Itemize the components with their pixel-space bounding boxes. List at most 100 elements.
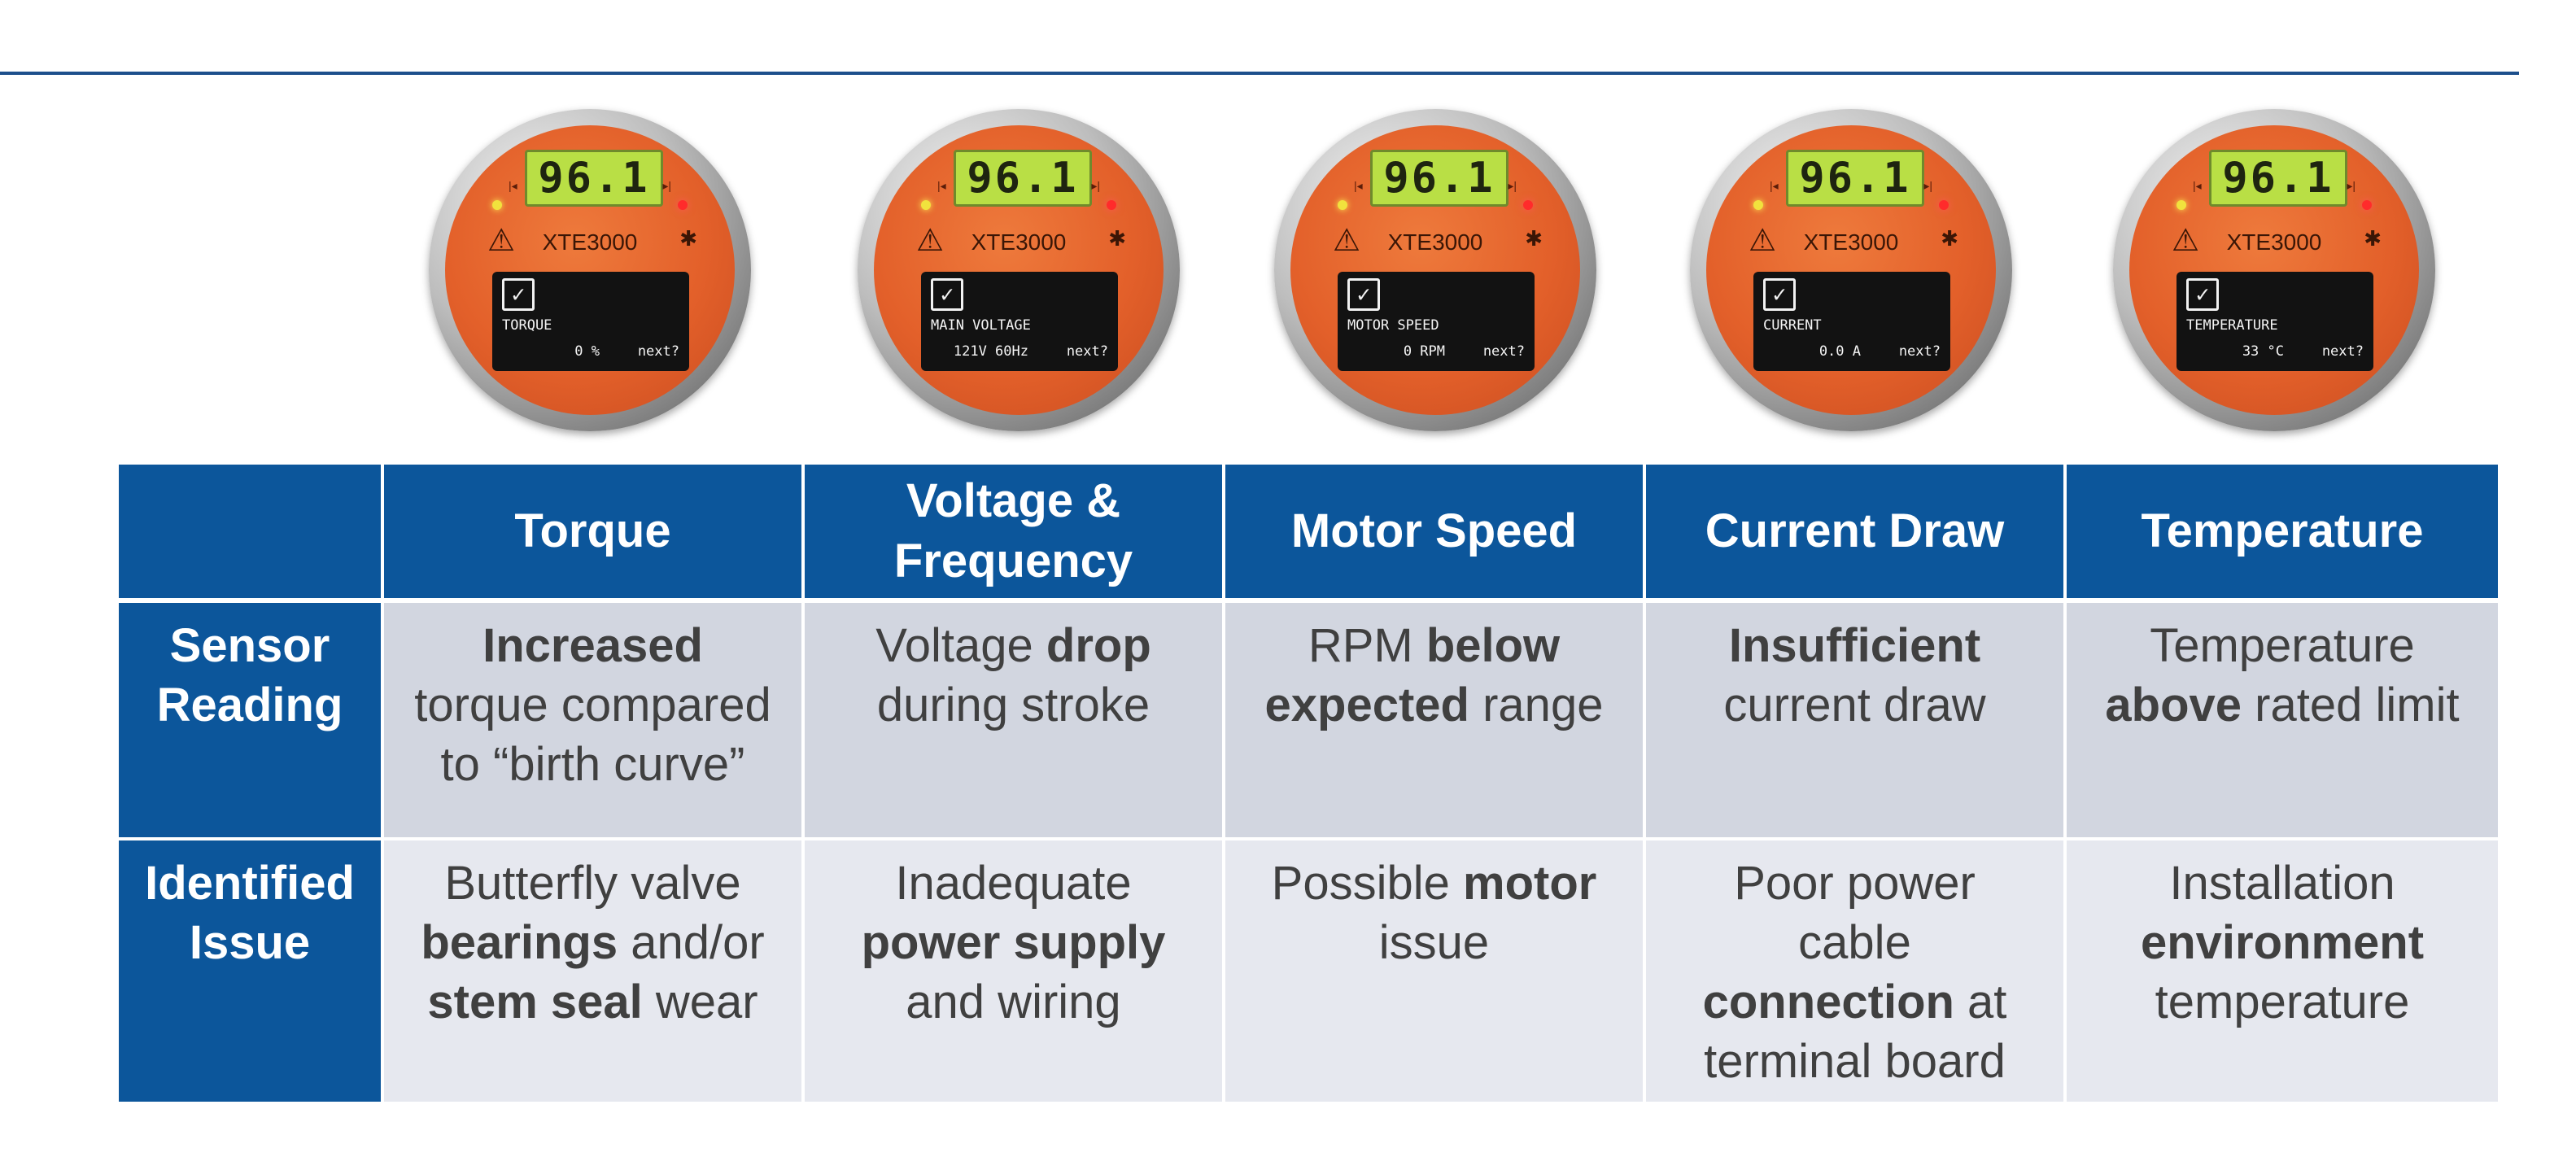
text-bold: expected	[1264, 679, 1469, 731]
header-torque: Torque	[384, 465, 801, 598]
issue-temperature: Installation environment temperature	[2067, 840, 2498, 1102]
red-led-icon	[1523, 200, 1533, 210]
oled-value: 0 RPM	[1403, 343, 1445, 360]
bluetooth-icon: ✱	[679, 226, 697, 251]
header-voltage-line2: Frequency	[893, 535, 1133, 587]
red-led-icon	[2362, 200, 2372, 210]
issue-current: Poor power cable connection at terminal …	[1646, 840, 2063, 1102]
header-torque-text: Torque	[514, 504, 671, 557]
row-label-identified-issue: Identified Issue	[119, 840, 381, 1102]
sensor-reading-motor-speed: RPM below expected range	[1225, 603, 1643, 837]
gauge-torque: 96.1 |◂ ▸| ⚠ ✱ XTE3000 ✓ TORQUE 0 % next…	[429, 109, 751, 431]
text: during stroke	[876, 679, 1150, 731]
red-led-icon	[1107, 200, 1116, 210]
text: and wiring	[906, 976, 1121, 1028]
text-bold: bearings	[421, 916, 618, 969]
text: range	[1469, 679, 1604, 731]
model-label: XTE3000	[971, 229, 1067, 255]
model-label: XTE3000	[2226, 229, 2322, 255]
oled-next: next?	[1898, 343, 1941, 360]
checkbox-icon: ✓	[1763, 278, 1796, 311]
text: issue	[1378, 916, 1490, 969]
model-label: XTE3000	[1803, 229, 1899, 255]
text-bold: motor	[1463, 857, 1597, 910]
oled-label: MOTOR SPEED	[1347, 317, 1439, 334]
text: rated limit	[2242, 679, 2460, 731]
issue-torque: Butterfly valve bearings and/or stem sea…	[384, 840, 801, 1102]
oled-screen: ✓ TEMPERATURE 33 °C next?	[2177, 272, 2373, 371]
text-bold: connection	[1702, 976, 1954, 1028]
text-bold: stem seal	[427, 976, 643, 1028]
text-bold: drop	[1046, 619, 1151, 672]
red-led-icon	[678, 200, 688, 210]
text-bold: Insufficient	[1728, 619, 1981, 672]
lcd-display: 96.1	[954, 150, 1092, 207]
text: torque compared	[414, 679, 771, 731]
checkbox-icon: ✓	[1347, 278, 1380, 311]
text: to “birth curve”	[440, 738, 745, 791]
text: Voltage	[875, 619, 1046, 672]
warning-icon: ⚠	[1333, 224, 1361, 258]
checkbox-icon: ✓	[2186, 278, 2219, 311]
text: temperature	[2155, 976, 2410, 1028]
oled-value: 33 °C	[2242, 343, 2284, 360]
warning-icon: ⚠	[1749, 224, 1777, 258]
gauge-temperature: 96.1 |◂ ▸| ⚠ ✱ XTE3000 ✓ TEMPERATURE 33 …	[2113, 109, 2435, 431]
row-label-sensor-reading: Sensor Reading	[119, 603, 381, 837]
lcd-display: 96.1	[525, 150, 663, 207]
oled-label: CURRENT	[1763, 317, 1822, 334]
gauge-face: 96.1 |◂ ▸| ⚠ ✱ XTE3000 ✓ CURRENT 0.0 A n…	[1706, 125, 1996, 415]
lcd-left-marker-icon: |◂	[2193, 179, 2202, 192]
header-motor-speed-text: Motor Speed	[1290, 504, 1578, 557]
lcd-right-marker-icon: ▸|	[2347, 179, 2356, 192]
model-label: XTE3000	[1387, 229, 1483, 255]
lcd-display: 96.1	[1370, 150, 1508, 207]
text: terminal board	[1704, 1035, 2006, 1088]
text: Inadequate	[895, 857, 1132, 910]
text: cable	[1798, 916, 1911, 969]
text-bold: Increased	[482, 619, 703, 672]
gauge-current: 96.1 |◂ ▸| ⚠ ✱ XTE3000 ✓ CURRENT 0.0 A n…	[1690, 109, 2012, 431]
oled-next: next?	[1066, 343, 1108, 360]
text-bold: environment	[2140, 916, 2425, 969]
sensor-reading-current: Insufficient current draw	[1646, 603, 2063, 837]
checkbox-icon: ✓	[502, 278, 535, 311]
warning-icon: ⚠	[2172, 224, 2200, 258]
oled-value: 121V 60Hz	[953, 343, 1028, 360]
header-temperature: Temperature	[2067, 465, 2498, 598]
lcd-left-marker-icon: |◂	[1354, 179, 1363, 192]
issue-motor-speed: Possible motor issue	[1225, 840, 1643, 1102]
oled-value: 0.0 A	[1818, 343, 1861, 360]
row-label-line1: Identified	[145, 857, 355, 910]
text: current draw	[1723, 679, 1986, 731]
top-rule	[0, 72, 2519, 75]
lcd-right-marker-icon: ▸|	[1091, 179, 1100, 192]
lcd-right-marker-icon: ▸|	[1923, 179, 1932, 192]
text-bold: above	[2105, 679, 2242, 731]
diagnostics-table: Torque Voltage & Frequency Motor Speed C…	[119, 465, 2498, 1102]
red-led-icon	[1939, 200, 1949, 210]
row-label-line1: Sensor	[169, 619, 330, 672]
gauge-face: 96.1 |◂ ▸| ⚠ ✱ XTE3000 ✓ MOTOR SPEED 0 R…	[1290, 125, 1580, 415]
oled-next: next?	[1482, 343, 1525, 360]
yellow-led-icon	[1338, 200, 1347, 210]
oled-screen: ✓ TORQUE 0 % next?	[492, 272, 689, 371]
lcd-display: 96.1	[1786, 150, 1924, 207]
header-current-draw: Current Draw	[1646, 465, 2063, 598]
text: Installation	[2169, 857, 2395, 910]
header-motor-speed: Motor Speed	[1225, 465, 1643, 598]
oled-value: 0 %	[574, 343, 600, 360]
checkbox-icon: ✓	[931, 278, 963, 311]
header-voltage: Voltage & Frequency	[805, 465, 1222, 598]
gauge-face: 96.1 |◂ ▸| ⚠ ✱ XTE3000 ✓ TEMPERATURE 33 …	[2129, 125, 2419, 415]
yellow-led-icon	[921, 200, 931, 210]
text: Poor power	[1734, 857, 1976, 910]
yellow-led-icon	[1753, 200, 1763, 210]
sensor-reading-torque: Increased torque compared to “birth curv…	[384, 603, 801, 837]
bluetooth-icon: ✱	[1525, 226, 1543, 251]
warning-icon: ⚠	[916, 224, 945, 258]
text: at	[1954, 976, 2007, 1028]
model-label: XTE3000	[542, 229, 638, 255]
oled-label: TEMPERATURE	[2186, 317, 2278, 334]
warning-icon: ⚠	[487, 224, 516, 258]
